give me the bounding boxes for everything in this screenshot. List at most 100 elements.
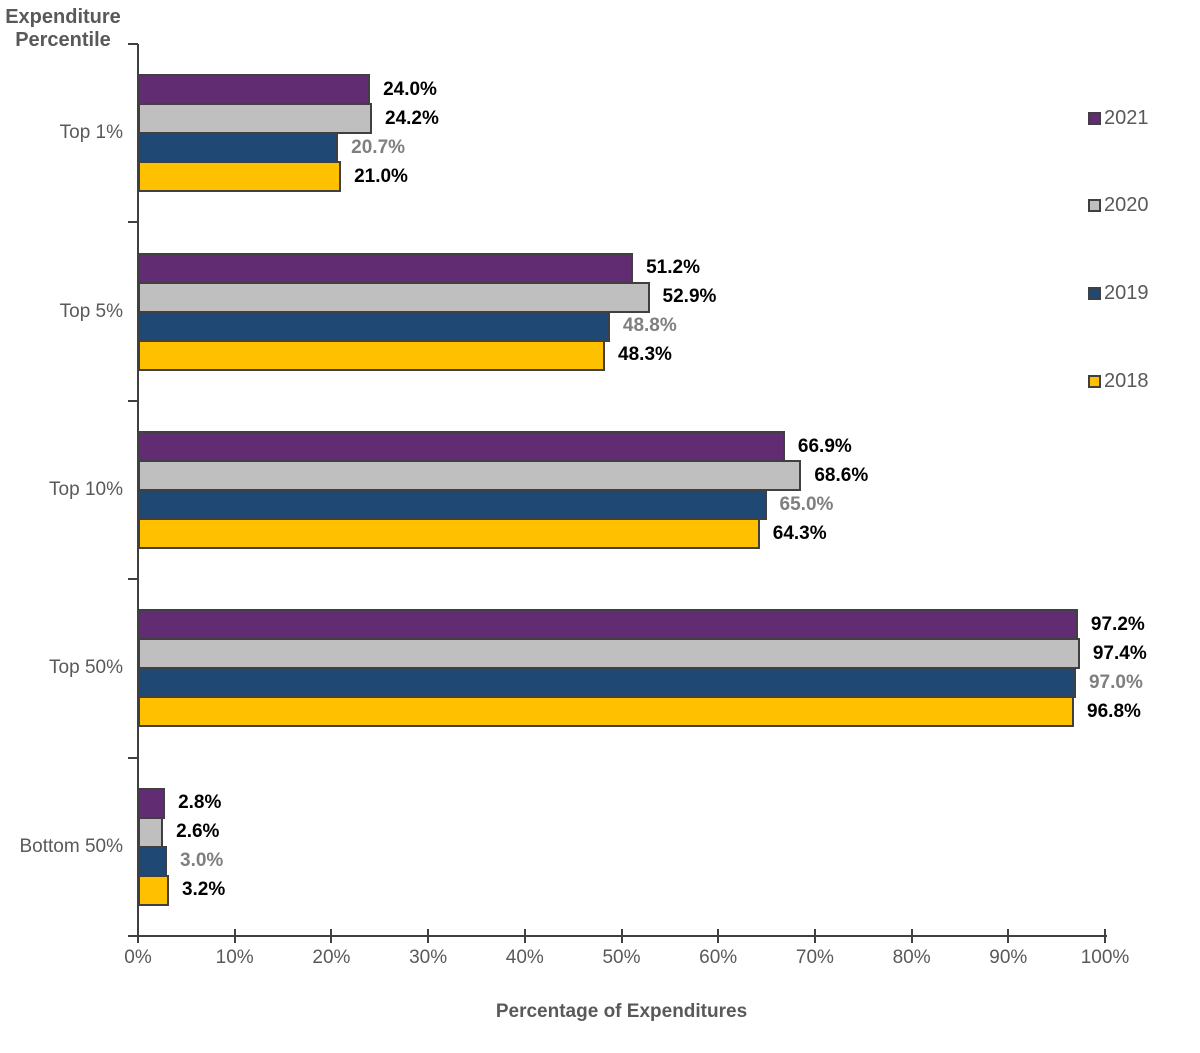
y-axis-tick — [128, 935, 138, 937]
bar-2021-bottom-50% — [138, 787, 166, 819]
bar-value-label: 48.8% — [622, 315, 677, 337]
legend-swatch-2020 — [1088, 199, 1101, 213]
bar-2020-top-50% — [138, 638, 1080, 670]
category-label: Top 5% — [59, 300, 123, 322]
x-axis-tick — [523, 929, 526, 943]
legend-swatch-2018 — [1088, 374, 1101, 388]
bar-row: 65.0% — [138, 489, 833, 520]
bar-2021-top-5% — [138, 252, 634, 284]
legend-swatch-2019 — [1088, 286, 1101, 300]
x-axis-tick-label: 40% — [505, 947, 544, 968]
bar-2019-bottom-50% — [138, 845, 167, 877]
y-axis-title-line1: Expenditure — [5, 6, 121, 28]
bar-value-label: 24.0% — [383, 78, 437, 100]
bar-row: 68.6% — [138, 460, 868, 491]
x-axis-label: Percentage of Expenditures — [495, 1001, 748, 1022]
bar-2021-top-1% — [138, 74, 371, 106]
legend-label-2020: 2020 — [1104, 194, 1149, 217]
bar-row: 97.4% — [138, 638, 1147, 670]
bar-2018-top-5% — [138, 339, 606, 371]
bar-row: 2.8% — [138, 787, 222, 819]
bar-2019-top-5% — [138, 310, 610, 342]
x-axis-tick — [717, 929, 720, 943]
legend-swatch-2021 — [1088, 111, 1101, 125]
bar-row: 66.9% — [138, 431, 852, 462]
x-axis-tick — [1104, 929, 1106, 943]
bar-2020-top-10% — [138, 460, 802, 491]
legend-label-2018: 2018 — [1104, 369, 1149, 392]
legend-item-2019: 2019 — [1088, 282, 1149, 304]
bar-value-label: 20.7% — [351, 136, 406, 158]
bar-row: 96.8% — [138, 696, 1141, 728]
x-axis-tick — [137, 929, 139, 943]
category-label: Top 10% — [49, 478, 123, 500]
y-axis-tick — [128, 221, 138, 224]
bar-value-label: 21.0% — [354, 165, 408, 187]
bar-row: 24.0% — [138, 74, 437, 106]
bar-2019-top-1% — [138, 132, 339, 164]
bar-value-label: 2.6% — [176, 821, 220, 843]
x-axis-tick-label: 100% — [1080, 947, 1130, 968]
x-axis-tick — [813, 929, 816, 943]
bar-row: 3.2% — [138, 874, 226, 906]
x-axis-tick — [910, 929, 913, 943]
bar-row: 24.2% — [138, 103, 439, 135]
y-axis-tick — [128, 756, 138, 759]
bar-value-label: 65.0% — [779, 493, 834, 515]
bar-row: 2.6% — [138, 816, 220, 848]
bar-2018-top-10% — [138, 518, 760, 549]
bar-value-label: 2.8% — [178, 792, 222, 814]
bar-value-label: 3.2% — [181, 879, 226, 901]
x-axis-tick — [233, 929, 236, 943]
y-axis-tick — [128, 43, 138, 45]
bar-row: 97.0% — [138, 667, 1143, 699]
x-axis-tick-label: 10% — [215, 947, 254, 968]
y-axis-title-line2: Percentile — [15, 29, 111, 51]
bar-row: 48.3% — [138, 339, 672, 371]
y-axis-tick — [128, 399, 138, 402]
category-label: Top 1% — [59, 122, 123, 144]
y-axis-tick — [128, 578, 138, 581]
y-axis-title: Expenditure Percentile — [2, 6, 124, 52]
bar-row: 52.9% — [138, 281, 717, 313]
x-axis-tick-label: 80% — [892, 947, 931, 968]
bar-2020-bottom-50% — [138, 816, 164, 848]
bar-row: 64.3% — [138, 518, 827, 549]
bar-value-label: 66.9% — [797, 435, 852, 457]
x-axis-tick-label: 60% — [699, 947, 738, 968]
bar-value-label: 48.3% — [618, 344, 672, 366]
bar-value-label: 97.0% — [1088, 671, 1143, 693]
x-axis-tick-label: 30% — [409, 947, 448, 968]
x-axis-tick — [330, 929, 333, 943]
x-axis-tick-label: 50% — [602, 947, 641, 968]
bar-value-label: 3.0% — [180, 850, 224, 872]
bar-row: 97.2% — [138, 609, 1145, 641]
category-label: Bottom 50% — [19, 835, 124, 857]
bar-row: 3.0% — [138, 845, 224, 877]
bar-2018-top-50% — [138, 696, 1075, 728]
bar-2018-top-1% — [138, 161, 342, 193]
bar-value-label: 96.8% — [1087, 700, 1141, 722]
legend-item-2020: 2020 — [1088, 194, 1149, 217]
x-axis-tick-label: 90% — [989, 947, 1028, 968]
category-label: Top 50% — [49, 657, 123, 679]
bar-2019-top-10% — [138, 489, 767, 520]
bar-value-label: 97.2% — [1090, 613, 1145, 635]
legend: 2021 2020 2019 2018 — [1088, 0, 1200, 420]
x-axis-tick — [620, 929, 623, 943]
legend-item-2018: 2018 — [1088, 369, 1149, 392]
bar-row: 20.7% — [138, 132, 406, 164]
bar-value-label: 64.3% — [772, 522, 827, 544]
bar-value-label: 24.2% — [385, 107, 439, 129]
bar-row: 21.0% — [138, 161, 408, 193]
bar-2020-top-1% — [138, 103, 372, 135]
legend-label-2021: 2021 — [1104, 106, 1149, 129]
bar-value-label: 52.9% — [662, 286, 717, 308]
bar-row: 51.2% — [138, 252, 700, 284]
bar-row: 48.8% — [138, 310, 677, 342]
bar-2021-top-50% — [138, 609, 1078, 641]
bar-value-label: 68.6% — [814, 464, 869, 486]
x-axis-tick-label: 20% — [312, 947, 351, 968]
plot-area: 24.0% 24.2% 20.7% 21.0% 51.2% 52.9% 48.8% 48.3%… — [138, 44, 1147, 936]
